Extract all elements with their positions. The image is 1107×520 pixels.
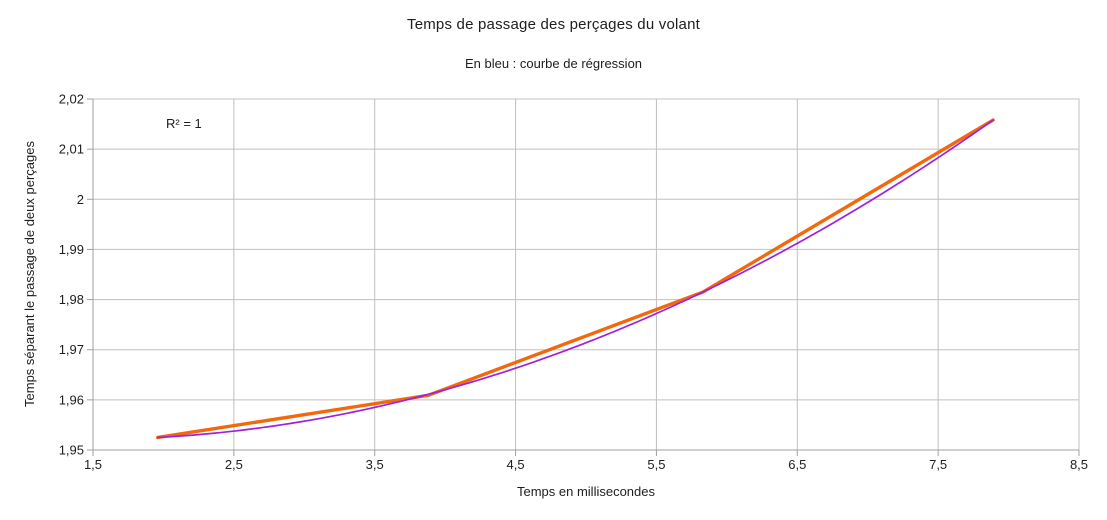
x-axis-title: Temps en millisecondes — [516, 484, 655, 499]
x-tick-label: 6,5 — [788, 457, 806, 472]
y-tick-label: 1,95 — [59, 443, 84, 458]
chart-subtitle: En bleu : courbe de régression — [464, 56, 643, 71]
x-tick-label: 7,5 — [929, 457, 947, 472]
x-tick-label: 5,5 — [647, 457, 665, 472]
y-tick-label: 1,99 — [59, 242, 84, 257]
chart-title: Temps de passage des perçages du volant — [407, 16, 700, 33]
x-tick-label: 8,5 — [1070, 457, 1088, 472]
x-tick-label: 2,5 — [225, 457, 243, 472]
y-tick-label: 2,01 — [59, 142, 84, 157]
plot-border — [92, 98, 1080, 451]
y-axis-title: Temps séparant le passage de deux perçag… — [22, 141, 37, 407]
r-squared-annotation: R² = 1 — [166, 116, 202, 131]
data-series-line — [156, 118, 995, 440]
x-tick-label: 3,5 — [366, 457, 384, 472]
y-tick-label: 1,98 — [59, 292, 84, 307]
x-tick-label: 4,5 — [507, 457, 525, 472]
regression-curve — [156, 119, 994, 439]
y-tick-label: 2 — [77, 192, 84, 207]
y-tick-label: 2,02 — [59, 92, 84, 107]
y-tick-label: 1,96 — [59, 392, 84, 407]
x-tick-label: 1,5 — [84, 457, 102, 472]
y-tick-label: 1,97 — [59, 342, 84, 357]
